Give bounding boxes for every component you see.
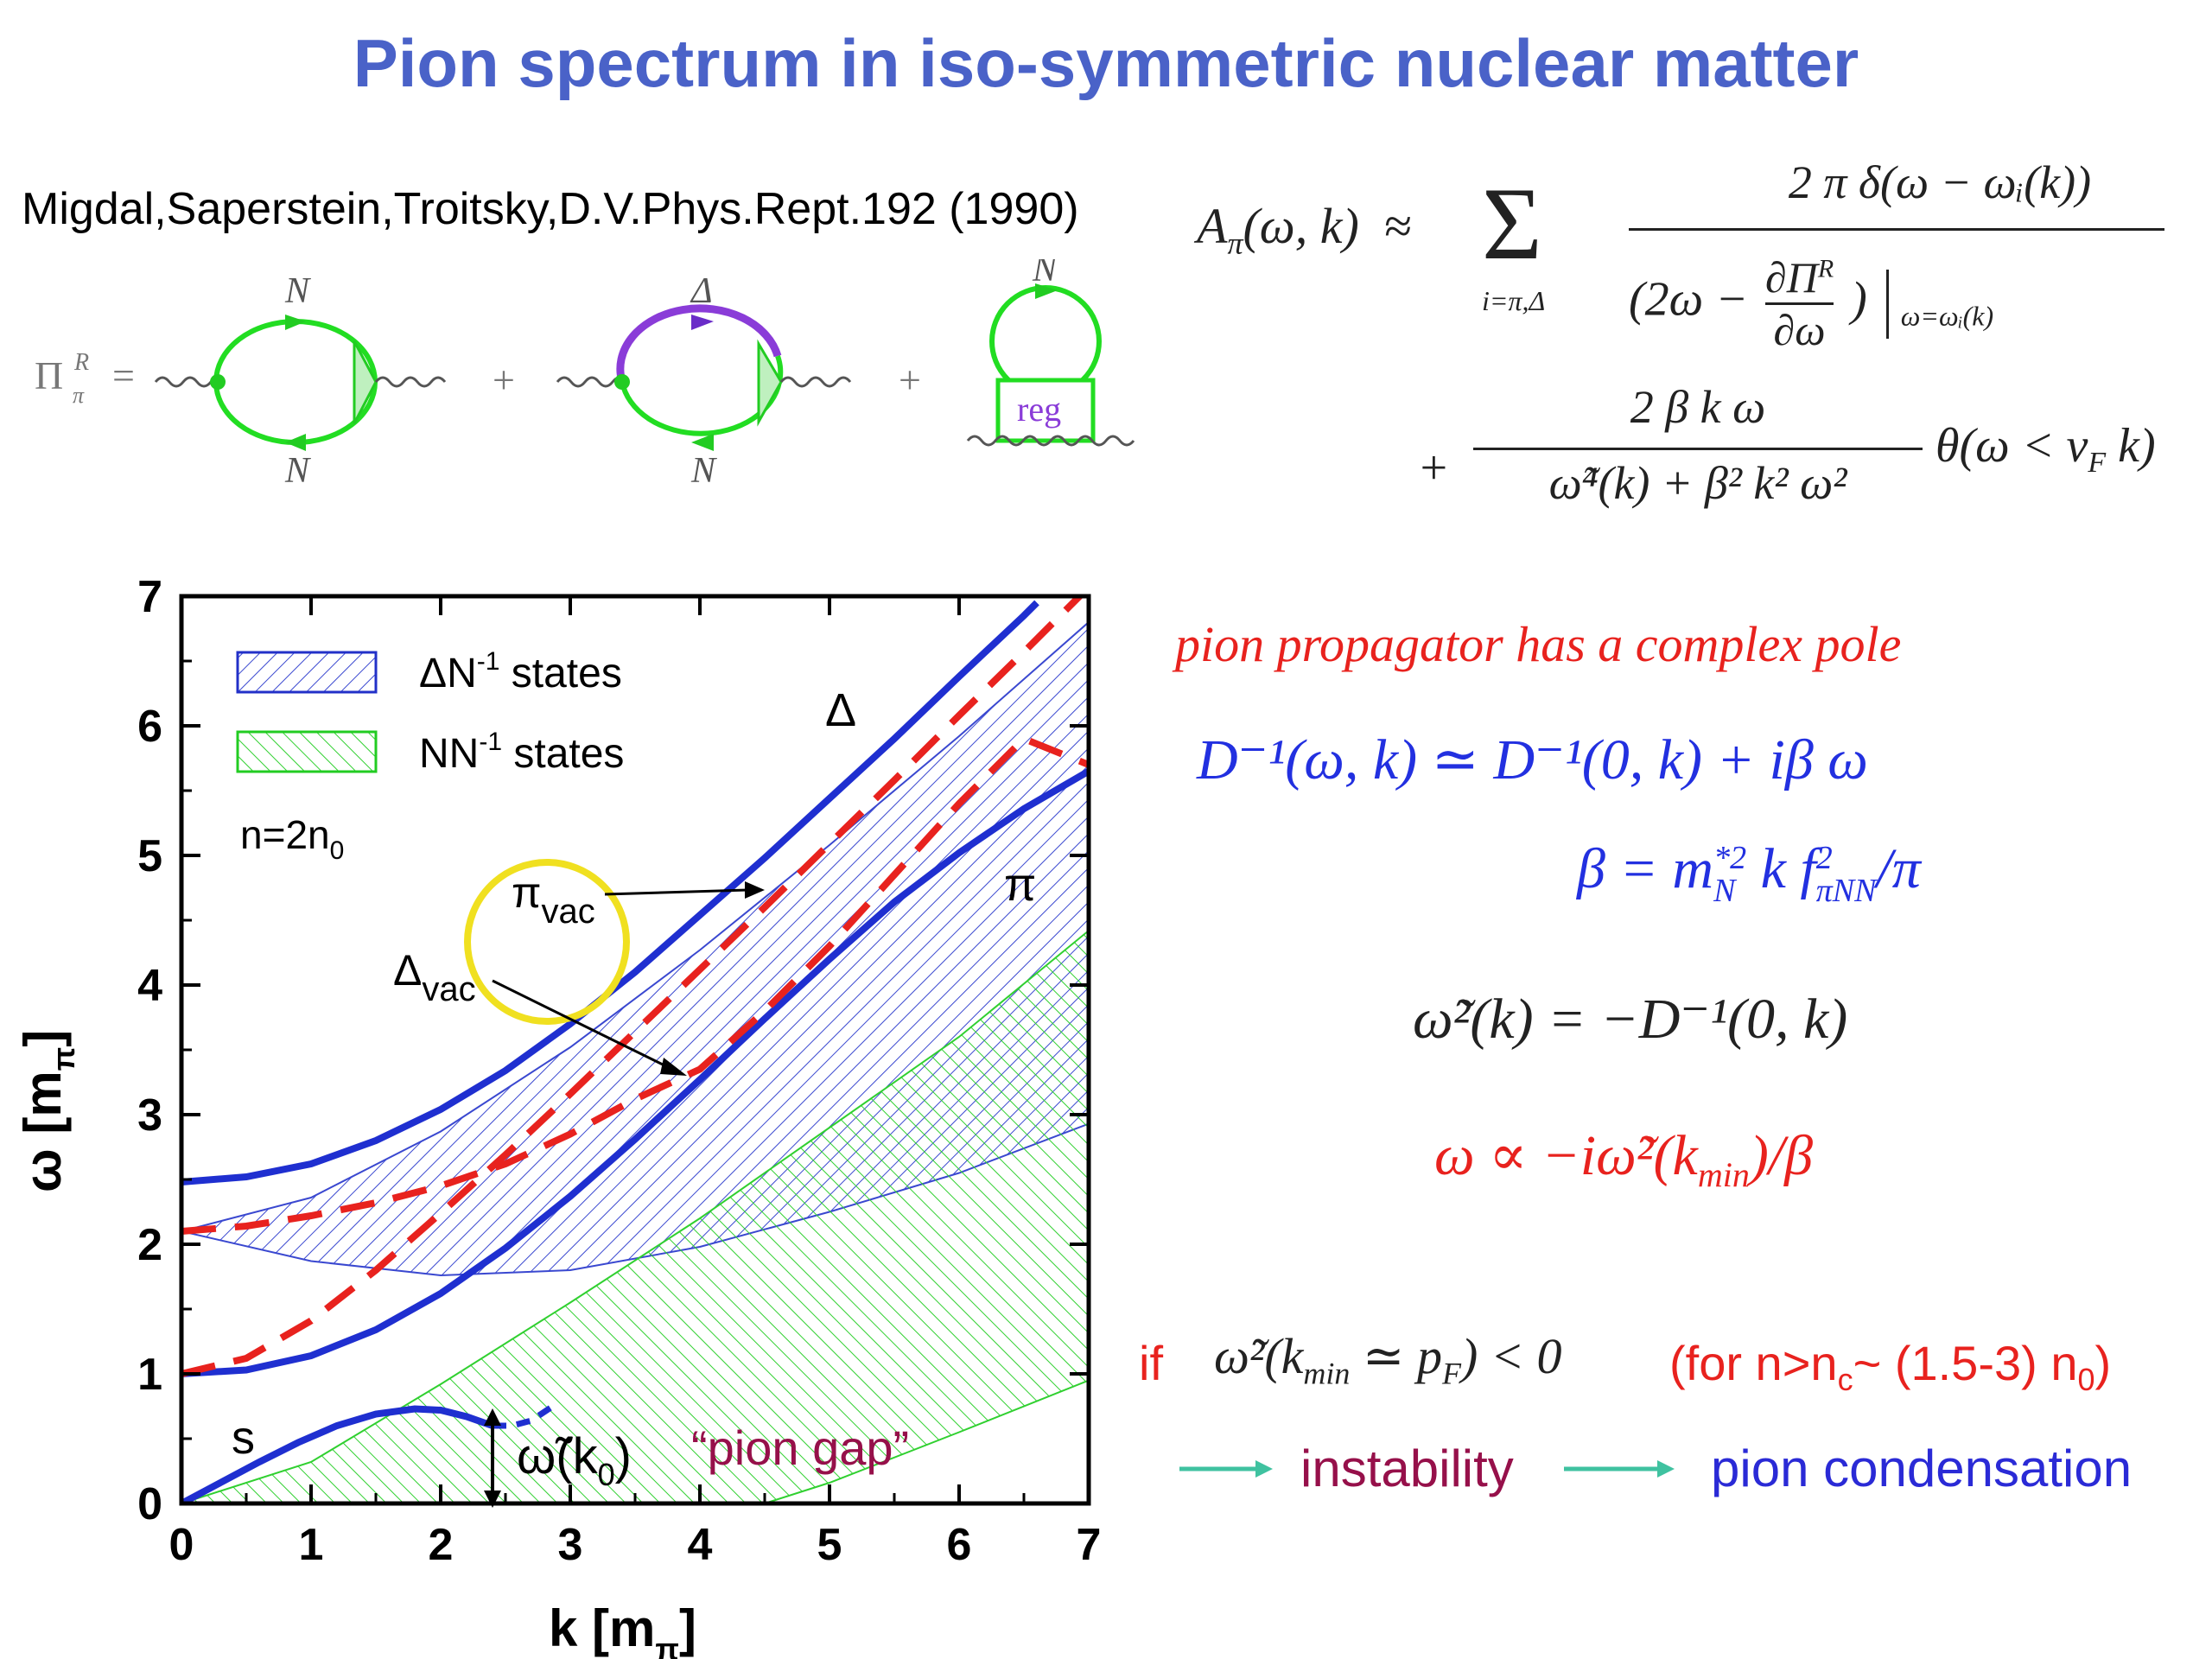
- x-tick-label: 0: [169, 1520, 194, 1570]
- pi-r-symbol: Π: [35, 353, 63, 397]
- y-tick-label: 0: [137, 1479, 162, 1529]
- legend-swatch-dn: [236, 651, 378, 694]
- y-axis-title: ω [mπ]: [14, 1030, 81, 1192]
- plus-term: +: [1417, 442, 1450, 495]
- pi-vac-arrow: [604, 881, 765, 899]
- y-tick-label: 4: [137, 961, 162, 1011]
- x-tick-label: 7: [1077, 1520, 1102, 1570]
- theta-term: θ(ω < vF k): [1936, 419, 2156, 480]
- eq-omega-prop: ω ∝ −iω̃²(kmin)/β: [1434, 1124, 1813, 1195]
- eq-omega-tilde: ω̃²(k) = −D⁻¹(0, k): [1413, 988, 1848, 1051]
- loop2-nucleon-line: [620, 381, 782, 436]
- complex-pole-text: pion propagator has a complex pole: [1175, 616, 1902, 672]
- series-pion: [181, 768, 1089, 1377]
- pion-branch-label: π: [1004, 859, 1036, 911]
- highlight-circle: [464, 859, 630, 1025]
- fraction2-numerator: 2 β k ω: [1630, 381, 1766, 433]
- critical-density-condition: (for n>nc~ (1.5-3) n0): [1669, 1336, 2112, 1398]
- pi-vac-label: πvac: [512, 868, 595, 931]
- legend-label-nn: NN-1 states: [419, 728, 624, 777]
- series-s: [181, 1405, 494, 1503]
- pi-r-sub: π: [73, 383, 85, 408]
- fraction2-bar: [1473, 448, 1923, 450]
- plus-sign-2: +: [899, 358, 921, 402]
- tadpole-top-label: N: [1032, 259, 1058, 289]
- band-nucleon-hole: [181, 929, 1089, 1503]
- loop1-vertex: [210, 374, 226, 390]
- density-label: n=2n0: [240, 812, 344, 865]
- pion-gap-label: “pion gap”: [691, 1421, 909, 1475]
- x-tick-label: 2: [429, 1520, 454, 1570]
- gap-double-arrow: [484, 1408, 501, 1508]
- series-pi-vac: [181, 596, 1085, 1377]
- loop1-top-label: N: [284, 271, 311, 311]
- series-omega-dotted: [493, 1405, 553, 1429]
- equals-sign: =: [112, 353, 135, 397]
- pion-spectrum-chart: 0 1 2 3 4 5 6 7 0 1 2 3 4 5 6 7 ΔN-1 states NN-1 states…: [14, 572, 1102, 1659]
- delta-vac-arrow: [492, 979, 687, 1076]
- delta-vac-label: Δvac: [393, 946, 476, 1008]
- loop1-bottom-label: N: [284, 451, 311, 491]
- legend-label-dn: ΔN-1 states: [419, 647, 622, 696]
- legend: ΔN-1 states NN-1 states n=2n0: [236, 647, 624, 865]
- s-branch-label: s: [232, 1412, 255, 1464]
- if-condition: ω̃²(kmin ≃ pF) < 0: [1214, 1328, 1562, 1391]
- spectral-lhs: Aπ(ω, k) ≈: [1197, 198, 1412, 261]
- loop1-arrow-bottom: [285, 434, 306, 451]
- spectral-formula: Aπ(ω, k) ≈ Σ i=π,Δ 2 π δ(ω − ωᵢ(k)) (2ω …: [1197, 156, 2208, 536]
- x-axis-title: k [mπ]: [549, 1599, 696, 1659]
- x-tick-label: 4: [688, 1520, 713, 1570]
- loop2-arrow-bottom: [691, 434, 714, 451]
- loop2-vertex-hatch: [757, 339, 783, 427]
- loop1-vertex-hatch: [353, 340, 378, 424]
- sum-index: i=π,Δ: [1482, 285, 1546, 316]
- y-tick-label: 7: [137, 572, 162, 622]
- loop1-arrow-top: [285, 315, 306, 330]
- instability-label: instability: [1300, 1440, 1514, 1497]
- series-delta-vac: [181, 734, 1089, 1235]
- arrow-to-condensation: [1564, 1460, 1675, 1478]
- if-word: if: [1139, 1336, 1163, 1390]
- x-tick-label: 6: [947, 1520, 972, 1570]
- tadpole-reg-label: reg: [1017, 390, 1061, 429]
- loop2-top-label: Δ: [690, 271, 713, 311]
- y-tick-label: 3: [137, 1090, 162, 1141]
- loop2-in-wave: [556, 376, 628, 388]
- self-energy-diagram: Π R π = N N + Δ N + reg N: [35, 259, 1135, 491]
- loop2-vertex: [614, 374, 630, 390]
- loop1-nucleon-loop: [213, 319, 378, 445]
- legend-swatch-nn: [236, 730, 378, 773]
- reference-citation: Migdal,Saperstein,Troitsky,D.V.Phys.Rept…: [22, 184, 1079, 234]
- tadpole-arrow: [1035, 283, 1058, 299]
- series-delta: [181, 600, 1039, 1185]
- loop2-out-wave: [779, 376, 852, 388]
- x-tick-label: 3: [558, 1520, 583, 1570]
- loop2-bottom-label: N: [690, 451, 717, 491]
- pi-r-sup: R: [73, 349, 89, 376]
- condensation-label: pion condensation: [1711, 1440, 2133, 1497]
- x-tick-label: 1: [299, 1520, 324, 1570]
- y-tick-label: 6: [137, 702, 162, 752]
- y-tick-label: 1: [137, 1350, 162, 1400]
- loop2-arrow-top: [691, 315, 714, 330]
- tadpole-wave: [966, 435, 1135, 447]
- eq-d-inverse: D⁻¹(ω, k) ≃ D⁻¹(0, k) + iβ ω: [1197, 728, 1868, 791]
- x-tick-label: 5: [817, 1520, 842, 1570]
- y-tick-label: 5: [137, 831, 162, 881]
- eq-beta: β = m *2 N k f 2 πNN/π: [1577, 837, 1921, 909]
- fraction1-bar: [1629, 228, 2164, 231]
- arrow-to-instability: [1179, 1460, 1273, 1478]
- fraction2-denominator: ω̃⁴(k) + β² k² ω²: [1548, 457, 1847, 509]
- delta-branch-label: Δ: [825, 684, 856, 736]
- fraction1-numerator: 2 π δ(ω − ωᵢ(k)): [1788, 156, 2092, 208]
- tadpole-reg-box: [995, 378, 1096, 443]
- omega-tilde-k0-label: ω̃(k0): [517, 1428, 632, 1492]
- loop2-delta-line: [616, 304, 782, 384]
- fraction1-denominator: (2ω − ∂ΠR ∂ω ) ω=ωᵢ(k): [1629, 253, 1994, 354]
- slide-title: Pion spectrum in iso-symmetric nuclear m…: [353, 25, 1859, 101]
- loop1-out-wave: [374, 376, 447, 388]
- sum-sign: Σ: [1482, 166, 1542, 281]
- plus-sign-1: +: [493, 358, 515, 402]
- y-tick-label: 2: [137, 1220, 162, 1270]
